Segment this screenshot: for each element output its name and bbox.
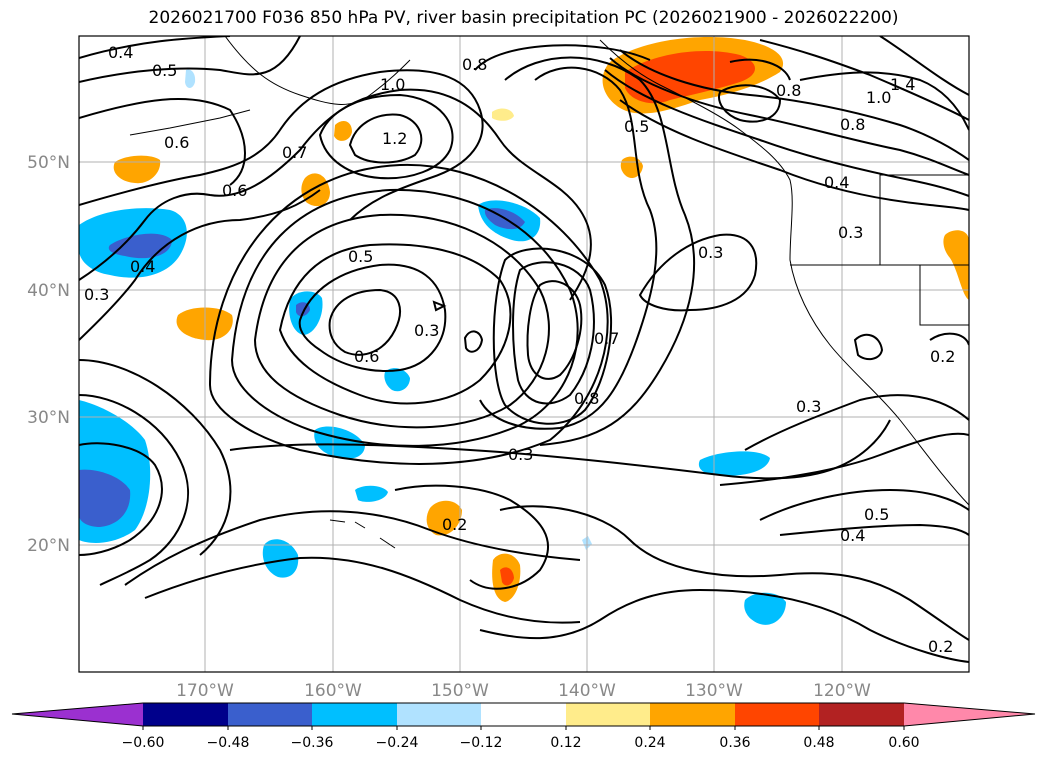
contour-label: 0.8 [840, 115, 865, 134]
contour-label: 1.2 [382, 129, 407, 148]
lon-label: 170°W [176, 681, 234, 701]
colorbar-tick-label: −0.24 [376, 735, 419, 751]
contour-label: 0.8 [574, 389, 599, 408]
lon-label: 160°W [304, 681, 362, 701]
colorbar-tick-label: −0.12 [460, 735, 503, 751]
colorbar-tick-label: 0.36 [719, 735, 750, 751]
colorbar-tick-label: 0.24 [634, 735, 665, 751]
colorbar-segment [735, 703, 819, 726]
colorbar-extend-low [12, 703, 143, 726]
contour-label: 0.8 [462, 55, 487, 74]
contour-label: 0.4 [108, 43, 133, 62]
colorbar-segment [143, 703, 228, 726]
contour-label: 0.6 [222, 181, 247, 200]
contour-label: 0.3 [698, 243, 723, 262]
lon-label: 130°W [685, 681, 743, 701]
map-area [79, 36, 969, 672]
contour-label: 1.0 [380, 75, 405, 94]
colorbar: −0.60 −0.48 −0.36 −0.24 −0.12 0.12 0.24 … [11, 702, 1036, 751]
lat-label: 40°N [27, 281, 70, 301]
map-frame [78, 35, 970, 673]
contour-label: 0.2 [928, 637, 953, 656]
colorbar-segment [819, 703, 904, 726]
contour-label: 0.2 [442, 515, 467, 534]
contour-label: 0.8 [776, 81, 801, 100]
contour-label: 0.6 [164, 133, 189, 152]
colorbar-tick-label: 0.12 [550, 735, 581, 751]
precip-positive-areas [113, 36, 969, 602]
contour-label: 0.3 [508, 445, 533, 464]
map-title: 2026021700 F036 850 hPa PV, river basin … [148, 8, 899, 28]
colorbar-tick-label: 0.60 [888, 735, 919, 751]
colorbar-segment [566, 703, 650, 726]
contour-label: 0.3 [414, 321, 439, 340]
lon-label: 120°W [813, 681, 871, 701]
contour-label: 0.7 [594, 329, 619, 348]
contour-label: 1.4 [890, 75, 915, 94]
lon-label: 150°W [431, 681, 489, 701]
contour-label: 0.4 [130, 257, 155, 276]
lon-label: 140°W [558, 681, 616, 701]
contour-label: 0.5 [348, 247, 373, 266]
latitude-labels: 50°N 40°N 30°N 20°N [27, 153, 70, 556]
contour-label: 0.5 [624, 117, 649, 136]
contour-label: 0.4 [840, 526, 865, 545]
contour-label: 0.3 [84, 285, 109, 304]
colorbar-segment [397, 703, 481, 726]
colorbar-tick-label: −0.60 [122, 735, 165, 751]
contour-label: 0.5 [864, 505, 889, 524]
lat-label: 30°N [27, 408, 70, 428]
longitude-labels: 170°W 160°W 150°W 140°W 130°W 120°W [176, 681, 871, 701]
lat-label: 50°N [27, 153, 70, 173]
lat-label: 20°N [27, 536, 70, 556]
pv-contours [79, 36, 969, 663]
contour-label: 0.3 [796, 397, 821, 416]
contour-label: 0.2 [930, 347, 955, 366]
colorbar-tick-label: 0.48 [803, 735, 834, 751]
colorbar-tick-label: −0.36 [291, 735, 334, 751]
contour-label: 0.5 [152, 61, 177, 80]
contour-label: 0.3 [838, 223, 863, 242]
contour-labels: 0.4 0.5 0.6 0.7 1.0 1.2 0.8 1.4 1.0 0.8 … [84, 43, 955, 656]
colorbar-segment [312, 703, 397, 726]
colorbar-segment [228, 703, 312, 726]
colorbar-segment [650, 703, 735, 726]
contour-label: 0.4 [824, 173, 849, 192]
contour-label: 0.7 [282, 143, 307, 162]
contour-label: 0.6 [354, 347, 379, 366]
colorbar-segment [481, 703, 566, 726]
colorbar-extend-high [904, 703, 1035, 726]
contour-label: 1.0 [866, 88, 891, 107]
colorbar-tick-label: −0.48 [207, 735, 250, 751]
